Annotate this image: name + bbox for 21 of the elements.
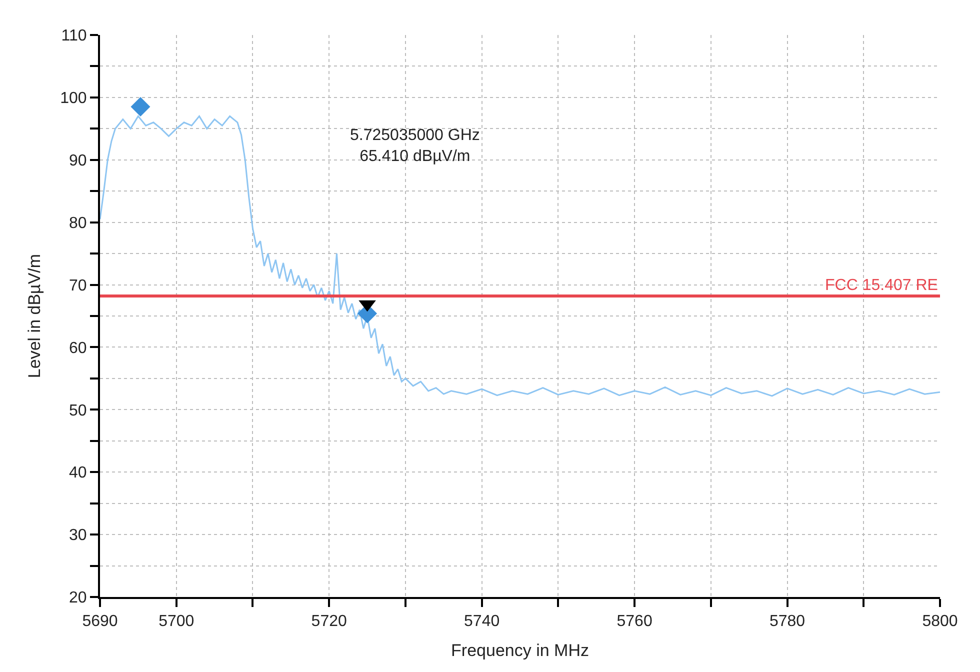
y-tick-label: 90: [69, 152, 87, 170]
y-tick-label: 110: [61, 28, 87, 45]
y-tick-label: 20: [69, 590, 87, 607]
y-tick-label: 80: [69, 214, 87, 232]
y-tick-label: 60: [69, 340, 87, 357]
x-tick-label: 5720: [311, 613, 347, 630]
x-tick-label: 5780: [769, 613, 806, 630]
x-tick-label: 5690: [82, 613, 118, 630]
annotation: 5.725035000 GHz 65.410 dBµV/m: [350, 127, 480, 165]
y-tick-label: 50: [69, 402, 87, 420]
x-tick-label: 5800: [922, 613, 958, 630]
x-tick-label: 5700: [158, 613, 194, 630]
y-tick-label: 30: [69, 527, 87, 544]
x-axis-title: Frequency in MHz: [451, 641, 589, 660]
ref-line-label: FCC 15.407 RE: [825, 277, 938, 294]
x-tick-label: 5760: [616, 613, 652, 630]
y-tick-label: 70: [69, 277, 87, 294]
y-tick-label: 100: [60, 90, 87, 108]
x-tick-label: 5740: [464, 613, 500, 630]
y-tick-label: 40: [69, 464, 87, 482]
y-axis-title: Level in dBµV/m: [25, 254, 44, 378]
